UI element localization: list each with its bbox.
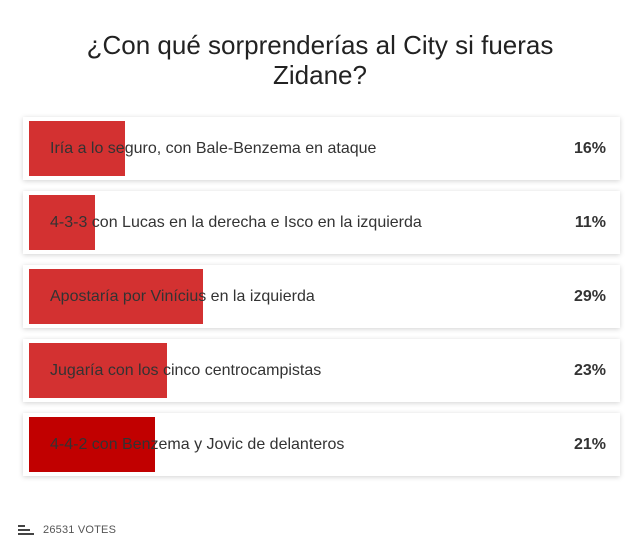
poll-option-result-bar: [29, 195, 95, 250]
poll-option-result-bar: [29, 121, 125, 176]
poll-option-result-bar: [29, 343, 167, 398]
poll-option-percent: 21%: [573, 436, 606, 453]
poll-option-label: 4-4-2 con Benzema y Jovic de delanteros: [50, 436, 345, 453]
poll-option-label: Jugaría con los cinco centrocampistas: [50, 362, 322, 379]
poll-option[interactable]: 4-3-3 con Lucas en la derecha e Isco en …: [23, 191, 620, 254]
poll-option[interactable]: Jugaría con los cinco centrocampistas 23…: [23, 339, 620, 402]
poll-option-result-bar: [29, 269, 203, 324]
poll-option-percent: 23%: [573, 362, 606, 379]
poll-option-label: 4-3-3 con Lucas en la derecha e Isco en …: [50, 214, 422, 231]
poll-title: ¿Con qué sorprenderías al City si fueras…: [86, 30, 554, 90]
poll-option-label: Apostaría por Vinícius en la izquierda: [50, 288, 315, 305]
poll-option-result-bar: [29, 417, 155, 472]
poll-option-percent: 16%: [573, 140, 606, 157]
poll-option-percent: 29%: [573, 288, 606, 305]
poll-option[interactable]: Iría a lo seguro, con Bale-Benzema en at…: [23, 117, 620, 180]
poll-option[interactable]: 4-4-2 con Benzema y Jovic de delanteros …: [23, 413, 620, 476]
poll-option[interactable]: Apostaría por Vinícius en la izquierda 2…: [23, 265, 620, 328]
poll-options: Iría a lo seguro, con Bale-Benzema en at…: [23, 117, 620, 487]
bar-chart-icon: [18, 525, 34, 535]
votes-count: 26531 VOTES: [43, 524, 117, 536]
poll-option-percent: 11%: [574, 214, 606, 231]
poll-footer: 26531 VOTES: [18, 522, 116, 538]
poll-option-label: Iría a lo seguro, con Bale-Benzema en at…: [50, 140, 377, 157]
